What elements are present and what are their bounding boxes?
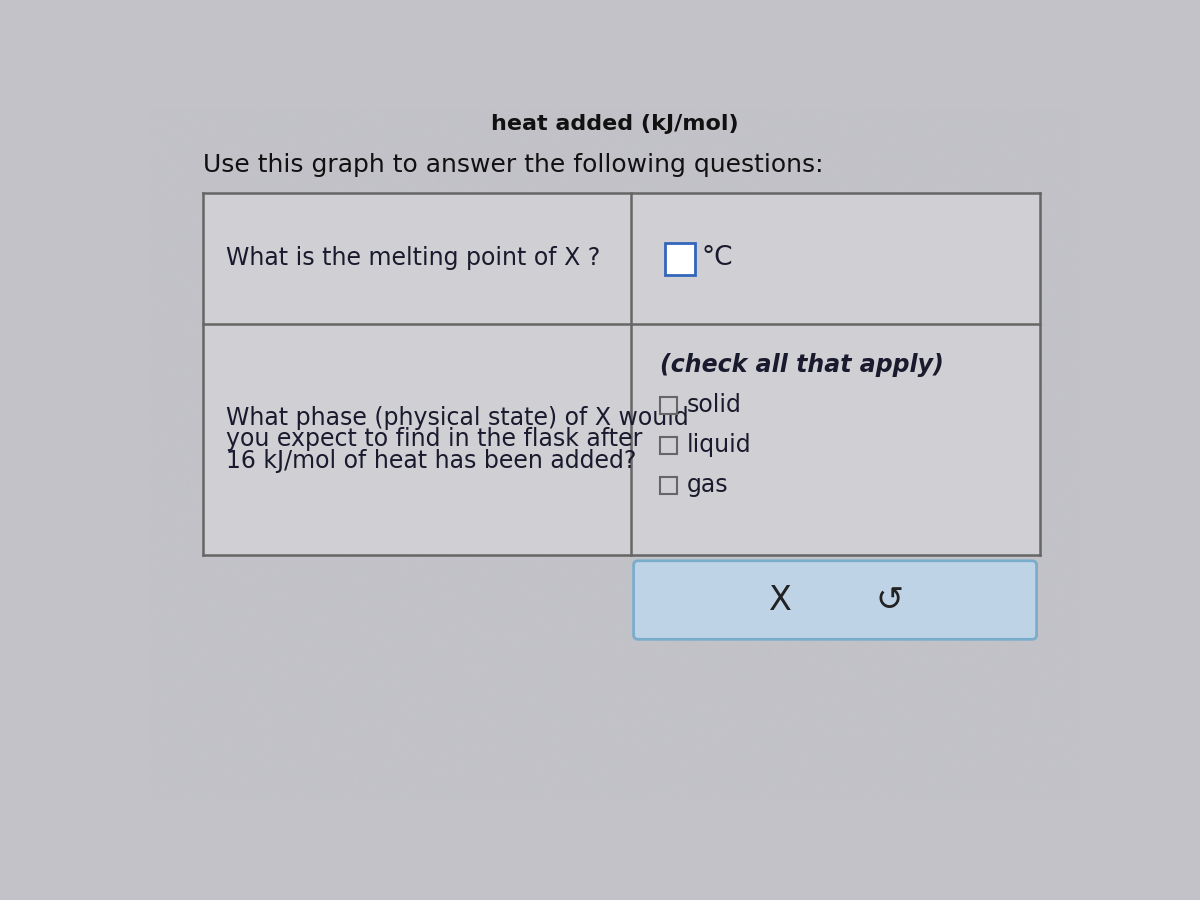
Text: you expect to find in the flask after: you expect to find in the flask after: [226, 428, 642, 451]
Text: heat added (kJ/mol): heat added (kJ/mol): [491, 114, 739, 134]
FancyBboxPatch shape: [634, 561, 1037, 639]
Text: (check all that apply): (check all that apply): [660, 353, 943, 377]
Bar: [665, 243, 695, 275]
Bar: [660, 477, 677, 494]
Text: ↺: ↺: [875, 583, 904, 617]
Bar: [660, 436, 677, 454]
Text: °C: °C: [701, 245, 732, 271]
Text: liquid: liquid: [686, 433, 751, 457]
Text: 16 kJ/mol of heat has been added?: 16 kJ/mol of heat has been added?: [226, 449, 636, 473]
Text: X: X: [769, 583, 792, 617]
Text: solid: solid: [686, 393, 742, 418]
Text: Use this graph to answer the following questions:: Use this graph to answer the following q…: [203, 153, 823, 176]
Text: What phase (physical state) of X would: What phase (physical state) of X would: [226, 406, 689, 429]
Text: What is the melting point of X ?: What is the melting point of X ?: [226, 246, 600, 270]
Text: gas: gas: [686, 473, 728, 498]
Bar: [203, 193, 1039, 554]
Bar: [660, 397, 677, 414]
